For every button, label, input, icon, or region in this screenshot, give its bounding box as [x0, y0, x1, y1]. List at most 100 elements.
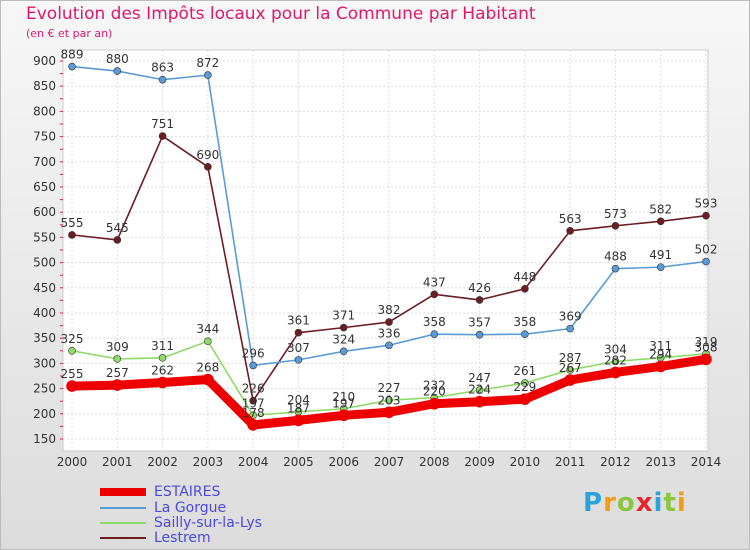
data-label: 287 — [559, 351, 582, 365]
logo-letter: x — [635, 488, 654, 518]
data-point — [339, 323, 348, 332]
logo-letter: i — [653, 488, 664, 518]
data-label: 224 — [468, 383, 491, 397]
data-label: 232 — [423, 379, 446, 393]
y-tick-label: 700 — [33, 155, 56, 169]
data-point — [611, 264, 620, 273]
legend-label: Sailly-sur-la-Lys — [154, 515, 262, 531]
data-label: 889 — [61, 48, 84, 62]
data-label: 247 — [468, 371, 491, 385]
x-tick-label: 2008 — [419, 455, 450, 469]
data-label: 357 — [468, 316, 491, 330]
data-point — [521, 330, 529, 338]
y-tick-label: 300 — [33, 356, 56, 370]
data-point — [113, 67, 122, 75]
data-label: 488 — [604, 250, 627, 264]
data-label: 358 — [423, 315, 446, 329]
data-point — [564, 374, 576, 386]
data-point — [656, 263, 665, 271]
data-label: 751 — [151, 117, 174, 131]
data-label: 229 — [513, 380, 536, 394]
data-label: 178 — [242, 406, 265, 420]
data-label: 255 — [61, 367, 84, 381]
data-label: 358 — [513, 315, 536, 329]
chart-subtitle: (en € et par an) — [26, 27, 113, 40]
data-point — [158, 354, 167, 362]
data-label: 324 — [332, 332, 355, 346]
data-point — [430, 290, 439, 299]
y-tick-label: 450 — [33, 281, 56, 295]
data-label: 880 — [106, 52, 129, 66]
legend-swatch — [100, 507, 146, 509]
x-tick-label: 2002 — [147, 455, 178, 469]
data-label: 573 — [604, 207, 627, 221]
data-label: 309 — [106, 340, 129, 354]
x-tick-label: 2009 — [464, 455, 495, 469]
data-point — [292, 414, 305, 427]
x-tick-label: 2006 — [328, 455, 359, 469]
y-tick-label: 750 — [33, 130, 56, 144]
data-label: 304 — [604, 342, 627, 356]
data-point — [294, 328, 303, 337]
data-label: 197 — [332, 396, 355, 410]
data-point — [519, 393, 531, 405]
y-tick-label: 850 — [33, 79, 56, 93]
data-label: 582 — [649, 202, 672, 216]
data-label: 361 — [287, 314, 310, 328]
y-tick-label: 800 — [33, 104, 56, 118]
data-point — [204, 163, 212, 171]
data-point — [611, 222, 620, 230]
legend-item-sailly-sur-la-lys: Sailly-sur-la-Lys — [100, 515, 262, 531]
x-tick-label: 2010 — [510, 455, 541, 469]
data-label: 437 — [423, 275, 446, 289]
y-tick-label: 550 — [33, 230, 56, 244]
data-point — [156, 376, 169, 389]
data-label: 267 — [559, 361, 582, 375]
data-label: 872 — [196, 56, 219, 70]
data-label: 311 — [649, 339, 672, 353]
data-label: 261 — [513, 364, 536, 378]
data-point — [68, 346, 76, 355]
data-point — [521, 379, 529, 387]
data-point — [68, 231, 76, 239]
x-tick-label: 2003 — [193, 455, 224, 469]
data-point — [158, 132, 167, 140]
y-tick-label: 900 — [33, 54, 56, 68]
legend-item-lestrem: Lestrem — [100, 530, 211, 546]
data-point — [609, 366, 622, 379]
data-point — [247, 419, 259, 431]
logo-letter: t — [663, 488, 677, 518]
data-label: 555 — [61, 216, 84, 230]
data-point — [611, 357, 620, 366]
y-tick-label: 600 — [33, 205, 56, 219]
data-label: 257 — [106, 366, 129, 380]
data-point — [385, 341, 393, 350]
data-point — [475, 330, 484, 339]
data-label: 282 — [604, 353, 627, 367]
data-point — [656, 217, 665, 226]
data-label: 294 — [649, 347, 672, 361]
data-point — [294, 356, 303, 364]
data-label: 382 — [378, 303, 401, 317]
x-tick-label: 2013 — [645, 455, 676, 469]
legend-swatch — [100, 522, 146, 524]
data-label: 268 — [196, 361, 219, 375]
logo-letter: P — [583, 488, 604, 518]
data-point — [566, 227, 574, 235]
data-point — [337, 409, 350, 422]
data-label: 227 — [378, 381, 401, 395]
y-tick-label: 150 — [33, 432, 56, 446]
data-point — [700, 353, 712, 366]
data-label: 426 — [468, 281, 491, 295]
x-tick-label: 2005 — [283, 455, 314, 469]
y-tick-label: 200 — [33, 407, 56, 421]
legend-swatch — [100, 537, 146, 539]
data-point — [702, 257, 710, 266]
data-point — [566, 366, 574, 374]
x-tick-label: 2014 — [691, 455, 722, 469]
data-label: 204 — [287, 393, 310, 407]
logo-letter: i — [676, 488, 687, 518]
data-label: 563 — [559, 212, 582, 226]
data-label: 311 — [151, 339, 174, 353]
